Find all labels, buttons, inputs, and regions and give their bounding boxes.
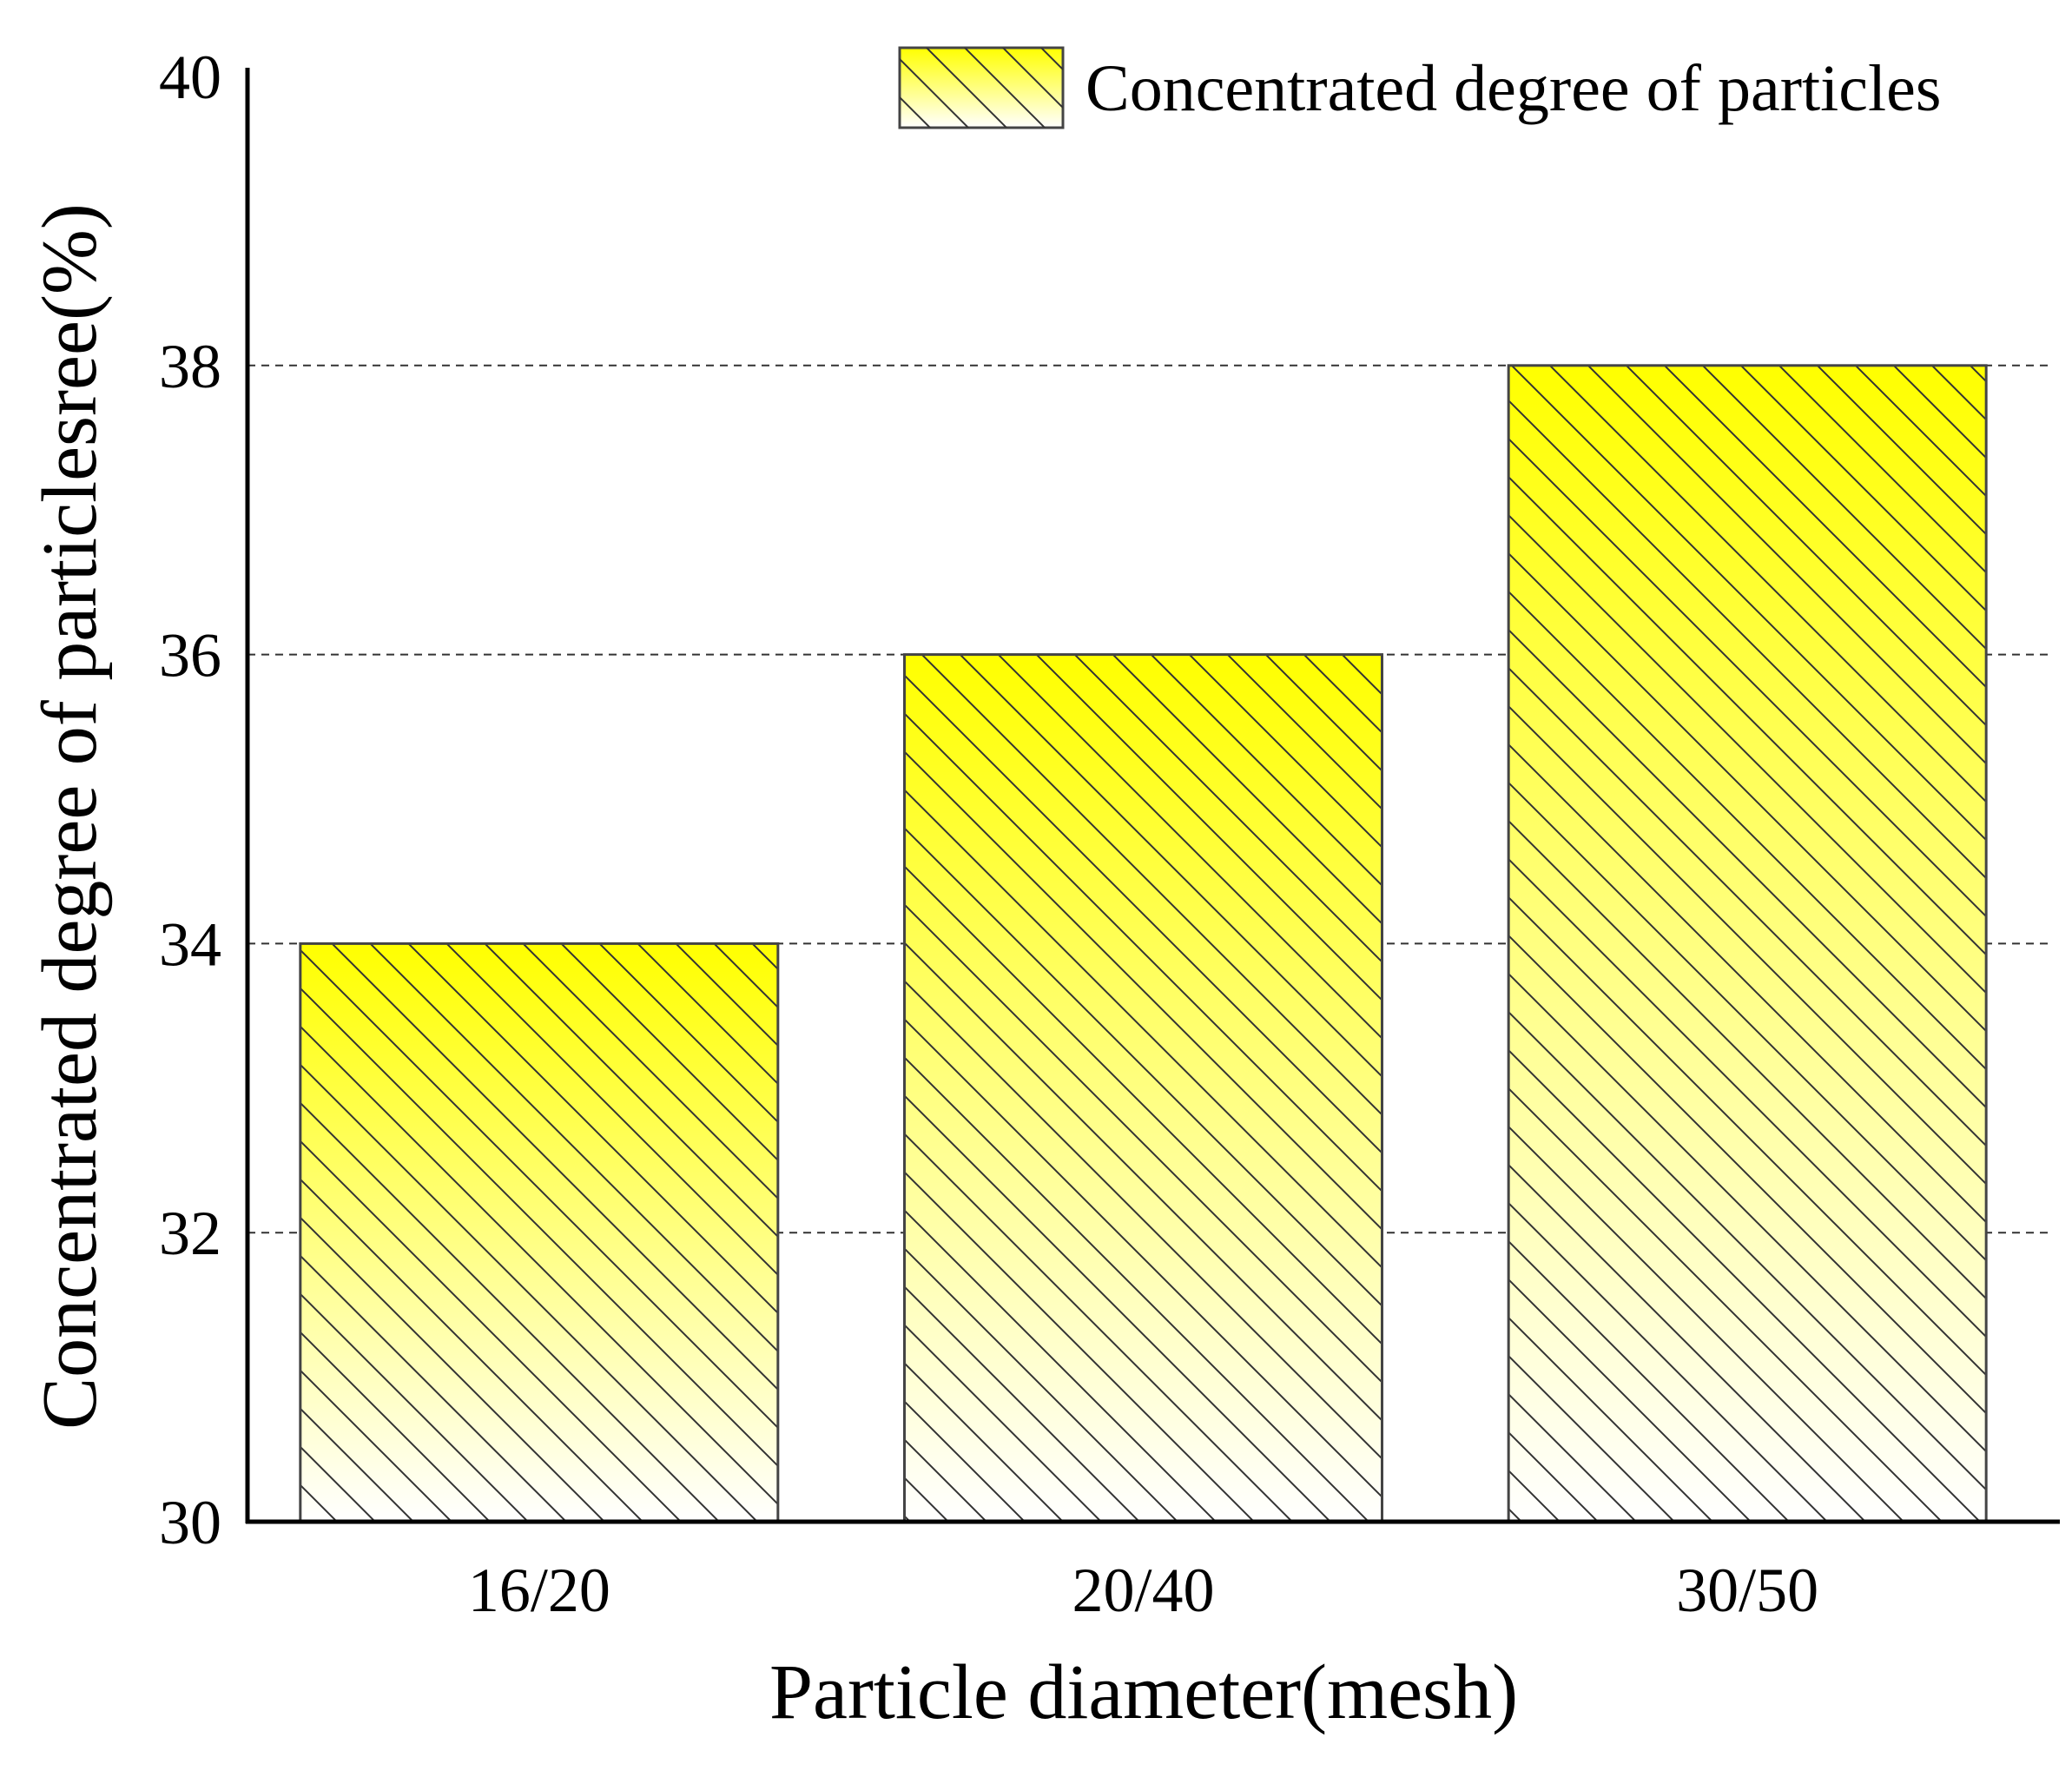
x-tick-label-16-20: 16/20 [468, 1556, 610, 1625]
axes: 16/20 20/40 30/50 30 32 34 36 38 40 [159, 43, 2060, 1625]
bars [299, 364, 1988, 1523]
legend: Concentrated degree of particles [898, 46, 1941, 129]
y-tick-label-40: 40 [159, 43, 221, 112]
legend-swatch-hatch [900, 48, 1063, 128]
legend-label: Concentrated degree of particles [1085, 52, 1941, 125]
labels: Particle diameter(mesh) Concentrated deg… [27, 203, 1518, 1735]
bar-hatch-16-20 [299, 942, 780, 1523]
y-tick-label-38: 38 [159, 332, 221, 401]
x-tick-label-20-40: 20/40 [1072, 1556, 1214, 1625]
bar-hatch-30-50 [1507, 364, 1988, 1523]
x-axis-title: Particle diameter(mesh) [769, 1649, 1518, 1735]
y-tick-label-30: 30 [159, 1488, 221, 1557]
y-tick-label-36: 36 [159, 621, 221, 690]
y-tick-label-32: 32 [159, 1199, 221, 1268]
bar-hatch-20-40 [903, 653, 1383, 1523]
y-axis-title: Concentrated degree of particlesree(%) [27, 203, 113, 1430]
y-tick-label-34: 34 [159, 909, 221, 979]
x-tick-label-30-50: 30/50 [1676, 1556, 1818, 1625]
